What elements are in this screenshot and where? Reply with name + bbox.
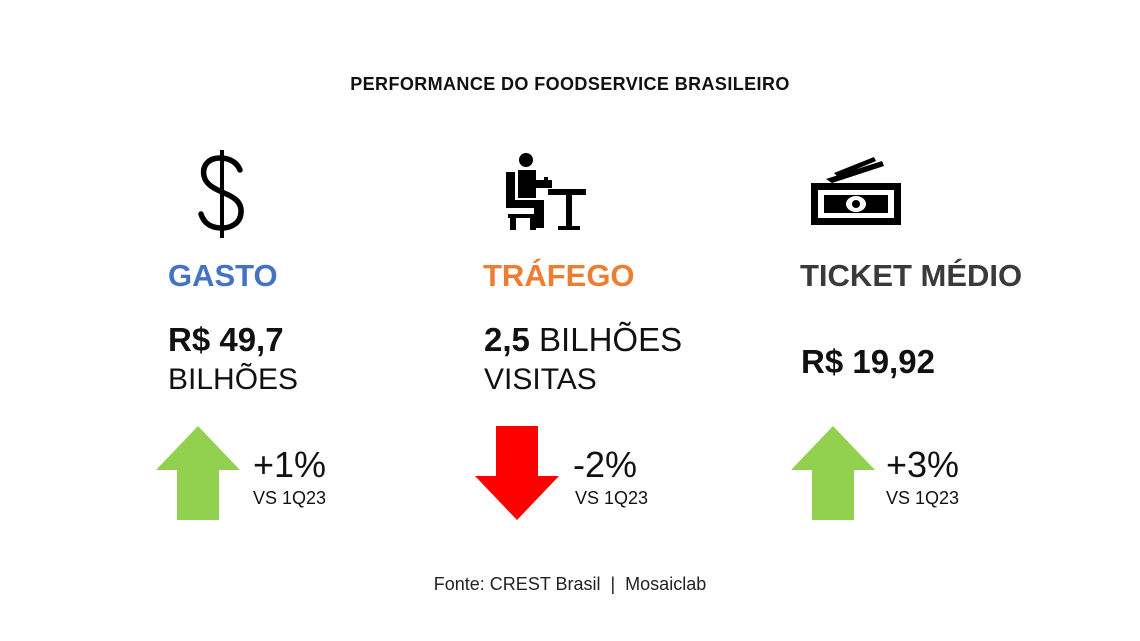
metric-comparison-ticket: VS 1Q23: [886, 488, 960, 508]
metric-value-gasto: R$ 49,7 BILHÕES: [168, 320, 298, 400]
source-credit: Fonte: CREST Brasil | Mosaiclab: [433, 574, 707, 594]
person-at-table-icon: [504, 152, 588, 232]
metric-change-gasto: +1%: [253, 444, 327, 485]
metric-value-unit: BILHÕES: [168, 363, 299, 396]
up-arrow-icon: [791, 426, 875, 525]
page-title: PERFORMANCE DO FOODSERVICE BRASILEIRO: [350, 74, 790, 94]
metric-value-unit: VISITAS: [484, 363, 597, 396]
metric-value-ticket: R$ 19,92: [801, 342, 935, 382]
metric-comparison-gasto: VS 1Q23: [253, 488, 327, 508]
metric-change-trafego: -2%: [573, 444, 638, 485]
metric-label-ticket: TICKET MÉDIO: [800, 258, 1023, 293]
dollar-sign-icon: [196, 148, 248, 240]
down-arrow-icon: [475, 426, 559, 525]
metric-value-main: R$ 19,92: [801, 343, 935, 380]
metric-value-trafego: 2,5 BILHÕES VISITAS: [484, 320, 682, 400]
up-arrow-icon: [156, 426, 240, 525]
metric-label-gasto: GASTO: [168, 258, 278, 293]
metric-comparison-trafego: VS 1Q23: [575, 488, 649, 508]
metric-label-trafego: TRÁFEGO: [483, 258, 635, 293]
metric-value-main: 2,5: [484, 321, 530, 358]
metric-change-ticket: +3%: [886, 444, 960, 485]
banknotes-icon: [808, 155, 904, 229]
metric-value-suffix: BILHÕES: [529, 321, 683, 358]
metric-value-main: R$ 49,7: [168, 321, 284, 358]
